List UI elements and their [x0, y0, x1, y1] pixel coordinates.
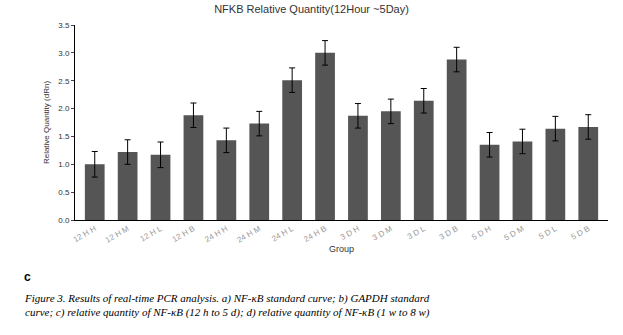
- svg-text:NFKB Relative Quantity(12Hour: NFKB Relative Quantity(12Hour ~5Day): [214, 3, 409, 15]
- svg-text:3 D H: 3 D H: [339, 224, 361, 242]
- svg-text:1.0: 1.0: [58, 160, 70, 169]
- svg-text:Group: Group: [329, 244, 354, 254]
- svg-text:0.5: 0.5: [58, 188, 70, 197]
- svg-text:2.5: 2.5: [58, 77, 70, 86]
- svg-text:3 D L: 3 D L: [406, 224, 428, 242]
- svg-text:3 D B: 3 D B: [438, 224, 460, 242]
- svg-text:5 D L: 5 D L: [537, 224, 559, 242]
- svg-text:24 H L: 24 H L: [270, 224, 295, 244]
- svg-text:12 H L: 12 H L: [139, 224, 164, 244]
- svg-text:24 H M: 24 H M: [235, 224, 262, 245]
- svg-text:Figure 3. Results of real-time: Figure 3. Results of real-time PCR analy…: [24, 292, 430, 319]
- svg-text:2.0: 2.0: [58, 104, 70, 113]
- svg-text:3 D M: 3 D M: [371, 224, 394, 243]
- svg-text:1.5: 1.5: [58, 132, 70, 141]
- svg-text:12 H H: 12 H H: [72, 224, 98, 244]
- svg-text:Relative Quantity (dRn): Relative Quantity (dRn): [42, 81, 51, 164]
- svg-text:5 D M: 5 D M: [502, 224, 525, 243]
- svg-text:12 H M: 12 H M: [104, 224, 131, 245]
- svg-text:24 H B: 24 H B: [302, 224, 328, 244]
- svg-text:5 D B: 5 D B: [569, 224, 591, 242]
- svg-text:c: c: [24, 270, 31, 284]
- svg-text:3.0: 3.0: [58, 49, 70, 58]
- svg-text:5 D H: 5 D H: [470, 224, 492, 242]
- svg-text:24 H H: 24 H H: [203, 224, 229, 244]
- svg-text:3.5: 3.5: [58, 21, 70, 30]
- svg-text:0.0: 0.0: [58, 216, 70, 225]
- svg-text:12 H B: 12 H B: [171, 224, 197, 244]
